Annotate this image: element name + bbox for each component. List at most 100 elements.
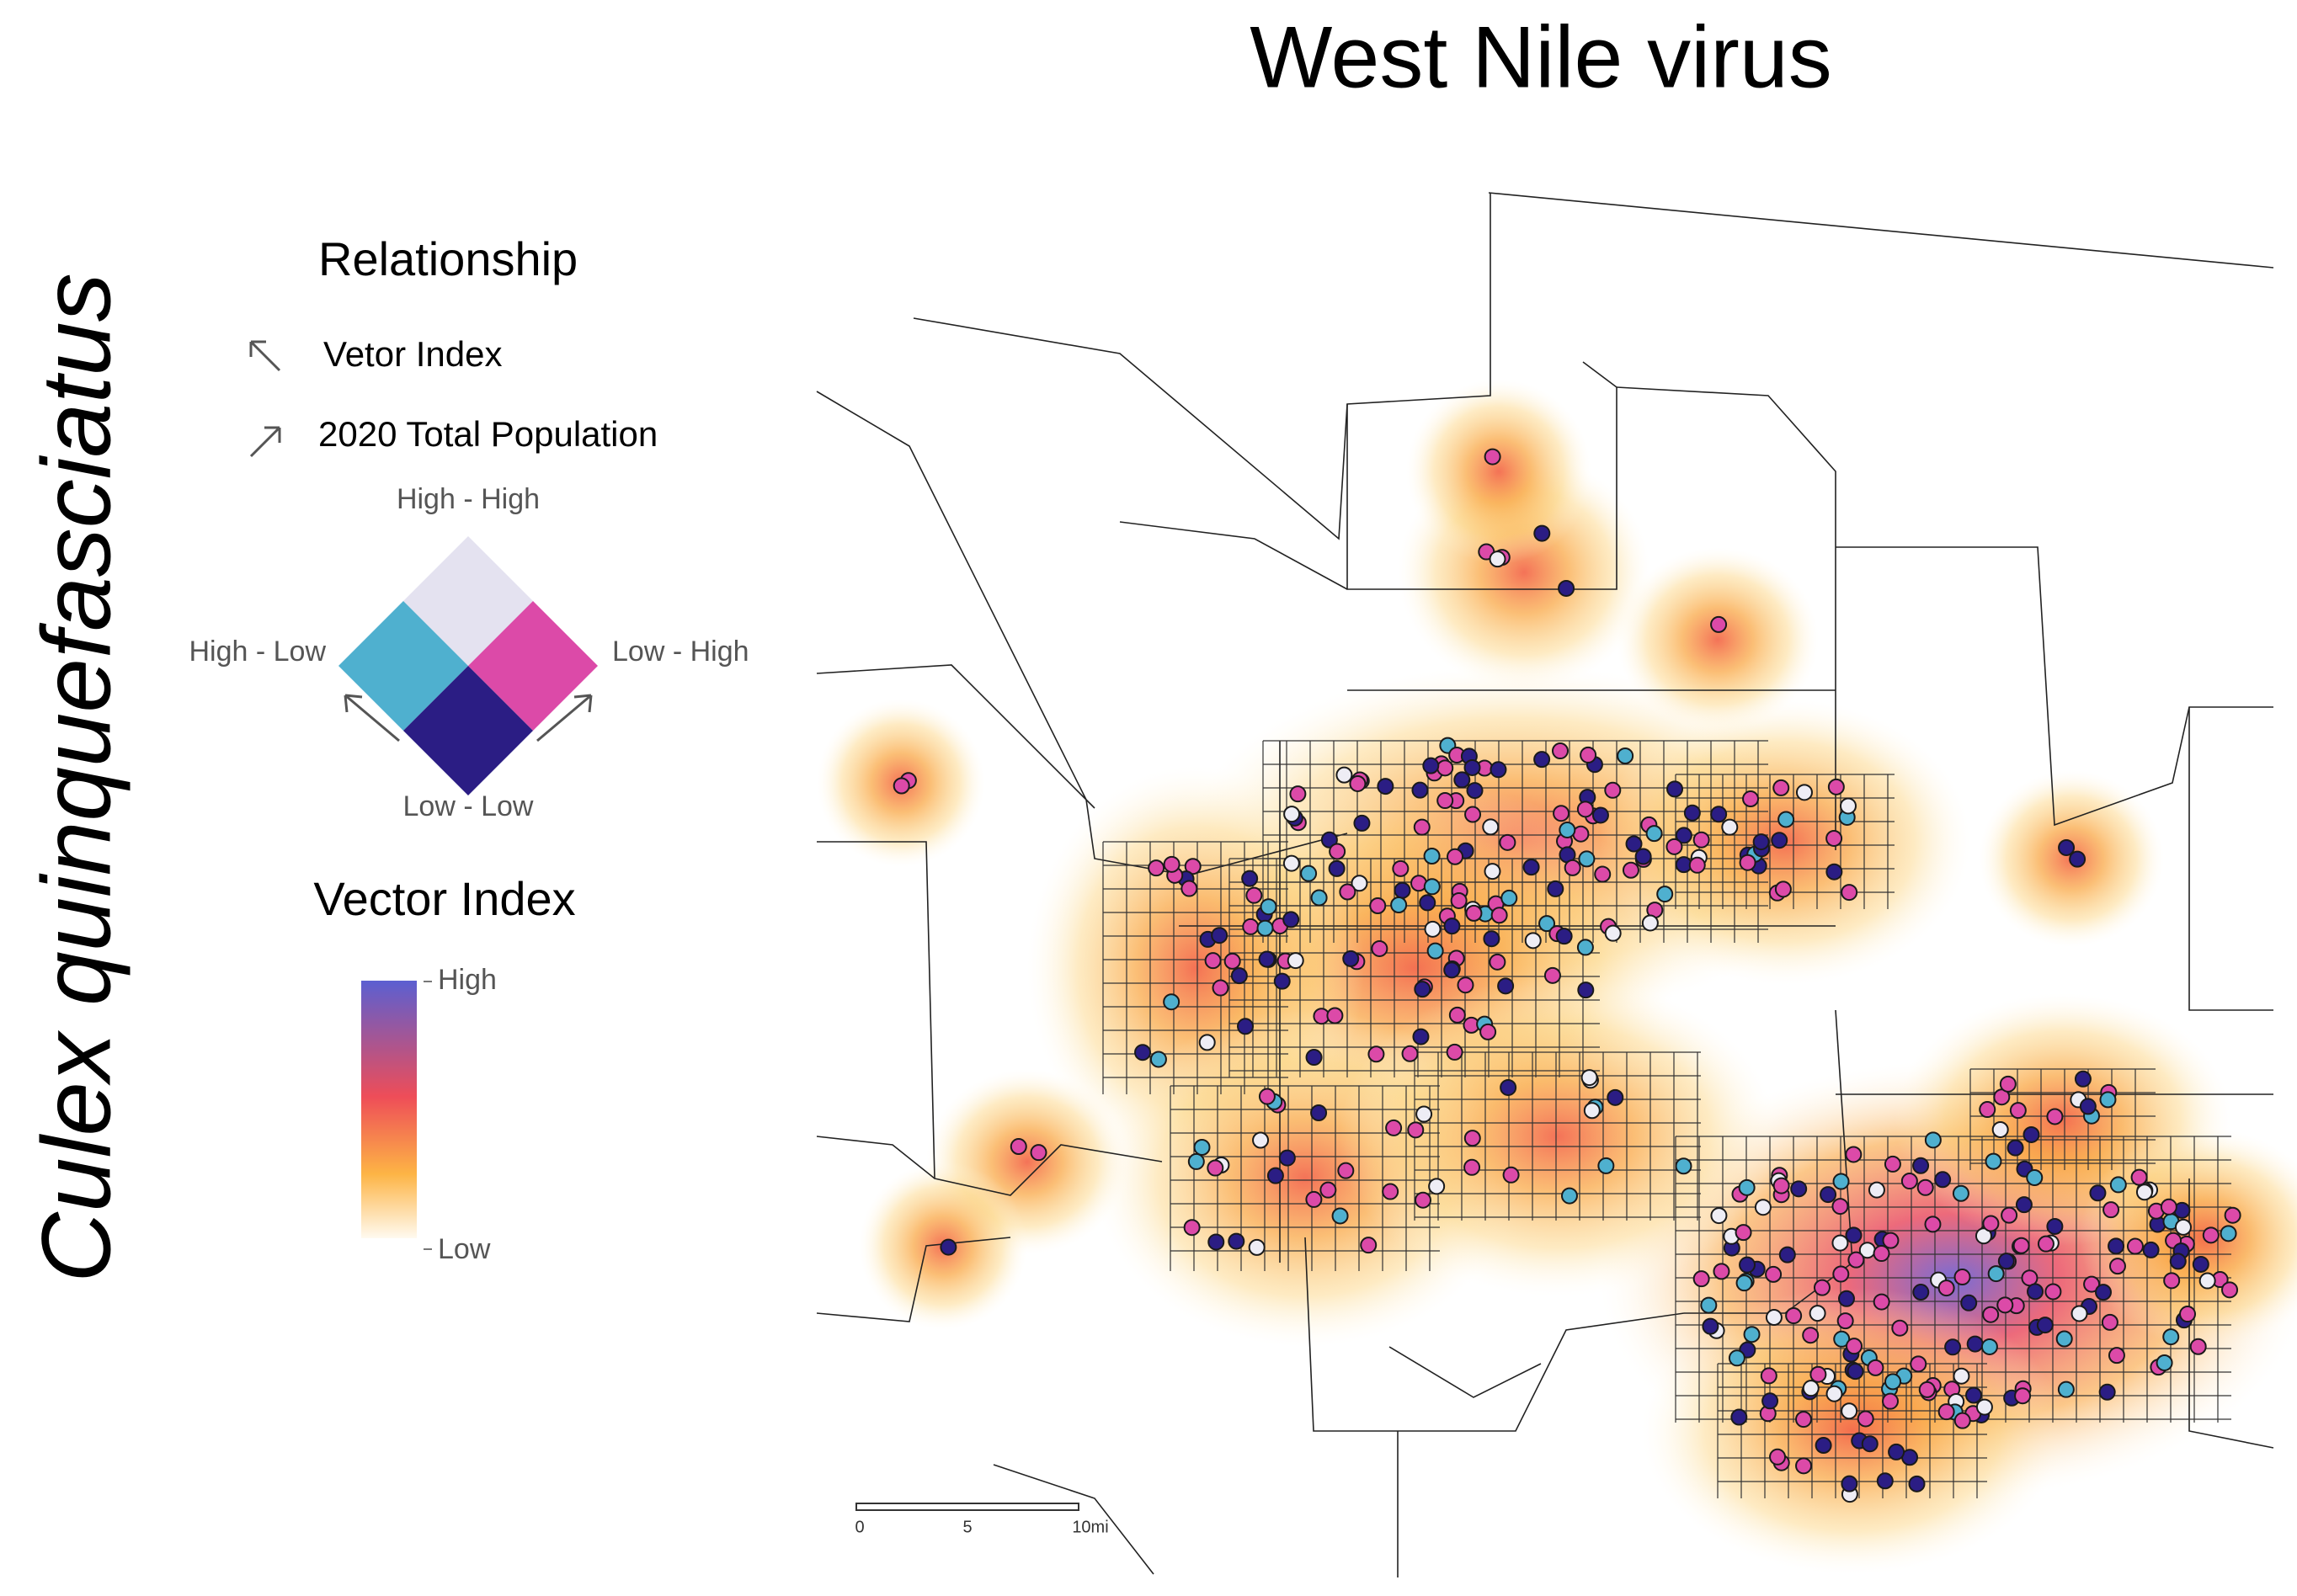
map — [816, 192, 2297, 1577]
point — [1845, 1146, 1863, 1163]
point — [1795, 1411, 1813, 1428]
point — [1457, 976, 1474, 994]
point — [1953, 1269, 1971, 1286]
point — [2001, 1206, 2018, 1224]
point — [1795, 1457, 1813, 1475]
point — [1543, 966, 1561, 984]
point — [1319, 1181, 1337, 1199]
point — [1245, 886, 1263, 904]
point — [1825, 829, 1843, 847]
point — [1597, 1157, 1615, 1174]
point — [1287, 952, 1304, 970]
quadrant-label: Low - High — [612, 636, 749, 668]
point — [2036, 1317, 2054, 1334]
point — [1700, 1296, 1718, 1314]
point — [1443, 961, 1461, 979]
point — [1802, 1380, 1820, 1397]
axis-arrows — [344, 694, 593, 742]
point — [1385, 1119, 1403, 1136]
species-label: Culex quinquefasciatus — [22, 273, 131, 1282]
point — [1739, 1256, 1756, 1274]
point — [1965, 1386, 1983, 1404]
point — [1578, 850, 1596, 868]
point — [1735, 1224, 1752, 1242]
point — [1884, 1373, 1902, 1391]
point — [1228, 1232, 1245, 1250]
point — [1721, 818, 1739, 836]
point — [1524, 932, 1542, 950]
point — [1827, 778, 1845, 795]
scale-bar-rect — [855, 1503, 1079, 1511]
point — [1305, 1049, 1323, 1067]
point — [2101, 1313, 2118, 1331]
point — [1884, 1155, 1901, 1173]
point — [1193, 1138, 1211, 1156]
point — [1953, 1412, 1971, 1429]
point — [1407, 1121, 1425, 1139]
point — [2192, 1255, 2209, 1273]
point — [1841, 884, 1858, 902]
point — [1934, 1171, 1952, 1189]
point — [1985, 1152, 2002, 1170]
heat-blob — [1406, 379, 1591, 564]
point — [1419, 894, 1436, 912]
point — [2026, 1169, 2044, 1187]
point — [2108, 1258, 2126, 1275]
point — [1436, 759, 1454, 777]
point — [1891, 1319, 1909, 1337]
point — [1258, 950, 1276, 968]
point — [1777, 811, 1795, 828]
title: West Nile virus — [1250, 8, 1832, 106]
point — [2007, 1139, 2024, 1157]
point — [1765, 1265, 1783, 1283]
scale-label: 10mi — [1072, 1518, 1108, 1536]
point — [940, 1238, 957, 1256]
point — [1730, 1408, 1748, 1426]
point — [1882, 1392, 1900, 1410]
point — [1752, 833, 1770, 851]
point — [1198, 1034, 1216, 1051]
point — [1710, 615, 1728, 633]
point — [1484, 863, 1501, 880]
point — [1463, 1158, 1481, 1176]
point — [1148, 859, 1165, 877]
point — [1211, 927, 1228, 944]
point — [2198, 1272, 2216, 1290]
point — [1839, 797, 1857, 815]
point — [1499, 833, 1516, 851]
point — [1841, 1475, 1858, 1492]
point — [1204, 952, 1222, 970]
point — [1547, 880, 1564, 897]
point — [2162, 1328, 2180, 1346]
point — [1337, 1162, 1355, 1179]
point — [2156, 1354, 2173, 1371]
point — [1490, 761, 1507, 779]
point — [1847, 1363, 1864, 1381]
point — [1453, 771, 1471, 789]
point — [1252, 1131, 1270, 1149]
point — [1825, 863, 1843, 880]
point — [1873, 1245, 1890, 1263]
point — [1831, 1198, 1849, 1216]
point — [1367, 1045, 1385, 1063]
point — [2023, 1125, 2040, 1143]
point — [2094, 1284, 2112, 1301]
point — [1560, 1187, 1578, 1205]
point — [1702, 1317, 1719, 1335]
point — [1991, 1120, 2009, 1138]
point — [1382, 1183, 1399, 1200]
point — [1502, 1166, 1520, 1184]
point — [2098, 1383, 2116, 1401]
point — [1413, 818, 1431, 836]
point — [1944, 1338, 1962, 1356]
point — [1873, 1293, 1890, 1311]
point — [1248, 1238, 1266, 1256]
scale-label: 5 — [962, 1518, 972, 1536]
arrow-label: Vetor Index — [323, 334, 502, 374]
point — [1310, 1104, 1328, 1121]
point — [2163, 1272, 2181, 1290]
point — [1564, 859, 1581, 876]
point — [1283, 806, 1301, 823]
point — [1710, 1207, 1728, 1225]
